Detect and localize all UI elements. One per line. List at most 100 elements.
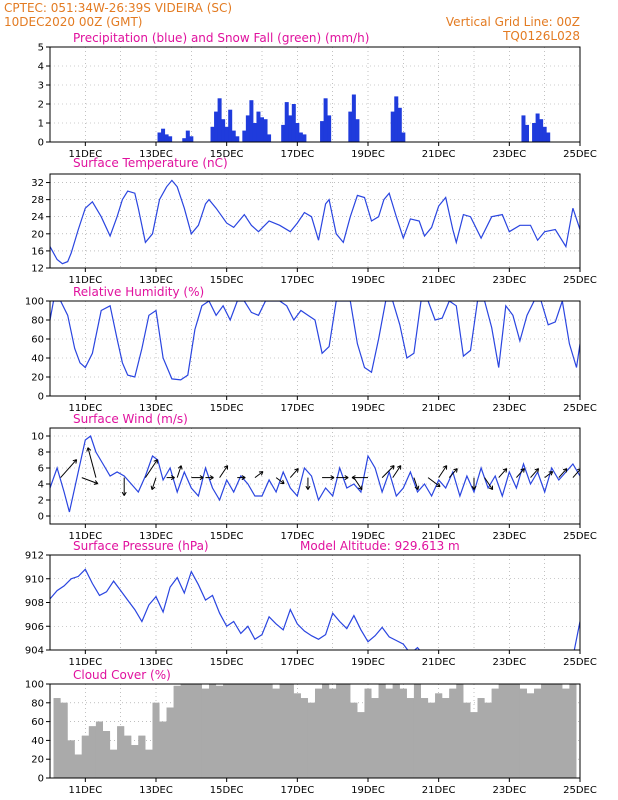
x-tick-label: 17DEC — [280, 149, 314, 160]
cloud-bar — [286, 684, 294, 778]
wind-arrow — [289, 468, 299, 478]
x-tick-label: 17DEC — [280, 275, 314, 286]
x-tick-label: 23DEC — [492, 785, 526, 796]
x-tick-label: 13DEC — [139, 275, 173, 286]
panel-frame — [49, 427, 581, 525]
wind-arrow — [530, 468, 539, 478]
cloud-bar — [541, 684, 549, 778]
wind-arrow — [427, 477, 441, 488]
wind-arrow-head — [534, 468, 540, 473]
x-tick-label: 13DEC — [139, 531, 173, 542]
precip-bar — [327, 115, 332, 142]
panel-frame — [49, 173, 581, 269]
x-tick-label: 17DEC — [280, 531, 314, 542]
cloud-bar — [470, 712, 478, 778]
cloud-bar — [463, 702, 471, 778]
cloud-bar — [300, 698, 308, 778]
cloud-bar — [173, 685, 181, 778]
x-tick-label: 21DEC — [422, 403, 456, 414]
y-tick-label: 12 — [31, 264, 44, 275]
data-layer — [53, 684, 577, 778]
x-tick-label: 15DEC — [210, 785, 244, 796]
precip-bar — [256, 111, 261, 142]
precip-bar — [221, 119, 226, 142]
cloud-bar — [519, 688, 527, 778]
y-tick-label: 60 — [31, 717, 44, 728]
precip-bar — [539, 119, 544, 142]
x-tick-label: 17DEC — [280, 403, 314, 414]
precip-bar — [542, 126, 547, 142]
x-tick-label: 17DEC — [280, 785, 314, 796]
y-tick-label: 40 — [31, 354, 44, 365]
cloud-bar — [159, 721, 167, 778]
panel-title-wind: Surface Wind (m/s) — [73, 412, 188, 426]
series-line — [50, 179, 580, 265]
cloud-bar — [131, 745, 139, 778]
panel-title-temp: Surface Temperature (nC) — [73, 156, 228, 170]
precip-bar — [355, 119, 360, 142]
wind-arrow-head — [170, 475, 175, 481]
precip-bar — [390, 111, 395, 142]
panel-pressure: 904 906 908 910 912 11DEC 13DEC 15DEC 17DEC 19DEC… — [25, 539, 597, 668]
wind-arrow-head — [93, 480, 99, 485]
header-product-code: TQ0126L028 — [502, 29, 580, 43]
wind-arrow — [498, 468, 508, 478]
cloud-bar — [81, 735, 89, 778]
cloud-bar — [491, 688, 499, 778]
series-line — [50, 435, 580, 513]
cloud-bar — [378, 684, 386, 778]
y-tick-label: 20 — [31, 755, 44, 766]
x-tick-label: 19DEC — [351, 275, 385, 286]
wind-arrow-head — [390, 465, 395, 470]
cloud-bar — [194, 684, 202, 778]
cloud-bar — [201, 688, 209, 778]
precip-bar — [521, 115, 526, 142]
cloud-bar — [279, 684, 287, 778]
panel-title-pressure: Surface Pressure (hPa) — [73, 539, 209, 553]
cloud-bar — [258, 684, 266, 778]
x-tick-label: 23DEC — [492, 275, 526, 286]
wind-arrow — [275, 477, 285, 485]
cloud-bar — [187, 684, 195, 778]
wind-arrow — [381, 465, 395, 478]
x-tick-label: 11DEC — [68, 275, 102, 286]
cloud-bar — [88, 726, 96, 778]
panel-title-cloud: Cloud Cover (%) — [73, 668, 171, 682]
cloud-bar — [399, 688, 407, 778]
precip-bar — [168, 136, 173, 142]
wind-arrow-head — [121, 491, 127, 496]
precip-bar — [231, 130, 236, 142]
cloud-bar — [329, 688, 337, 778]
wind-arrow — [413, 477, 419, 490]
wind-arrow-head — [241, 475, 246, 481]
precip-bar — [298, 132, 303, 142]
precip-bar — [210, 126, 215, 142]
wind-arrow-head — [177, 465, 183, 470]
x-tick-label: 21DEC — [422, 657, 456, 668]
precip-bar — [351, 94, 356, 142]
cloud-bar — [413, 684, 421, 778]
cloud-bar — [336, 684, 344, 778]
wind-arrow-head — [344, 475, 349, 481]
y-tick-label: 60 — [31, 335, 44, 346]
cloud-bar — [343, 684, 351, 778]
data-layer — [50, 435, 580, 513]
y-tick-label: 8 — [38, 448, 44, 459]
precip-bar — [157, 132, 162, 142]
cloud-bar — [385, 688, 393, 778]
wind-arrow — [81, 477, 98, 485]
y-tick-label: 906 — [25, 622, 44, 633]
y-tick-label: 0 — [38, 138, 44, 149]
precip-bar — [323, 98, 328, 142]
x-tick-label: 25DEC — [563, 149, 597, 160]
precip-bar — [535, 113, 540, 142]
precip-bar — [260, 117, 264, 142]
cloud-bar — [117, 726, 125, 778]
precip-bar — [284, 102, 289, 142]
wind-arrow-head — [150, 485, 156, 490]
precip-bar — [291, 104, 296, 142]
panel-title-rh: Relative Humidity (%) — [73, 285, 204, 299]
wind-arrow-head — [294, 468, 299, 473]
